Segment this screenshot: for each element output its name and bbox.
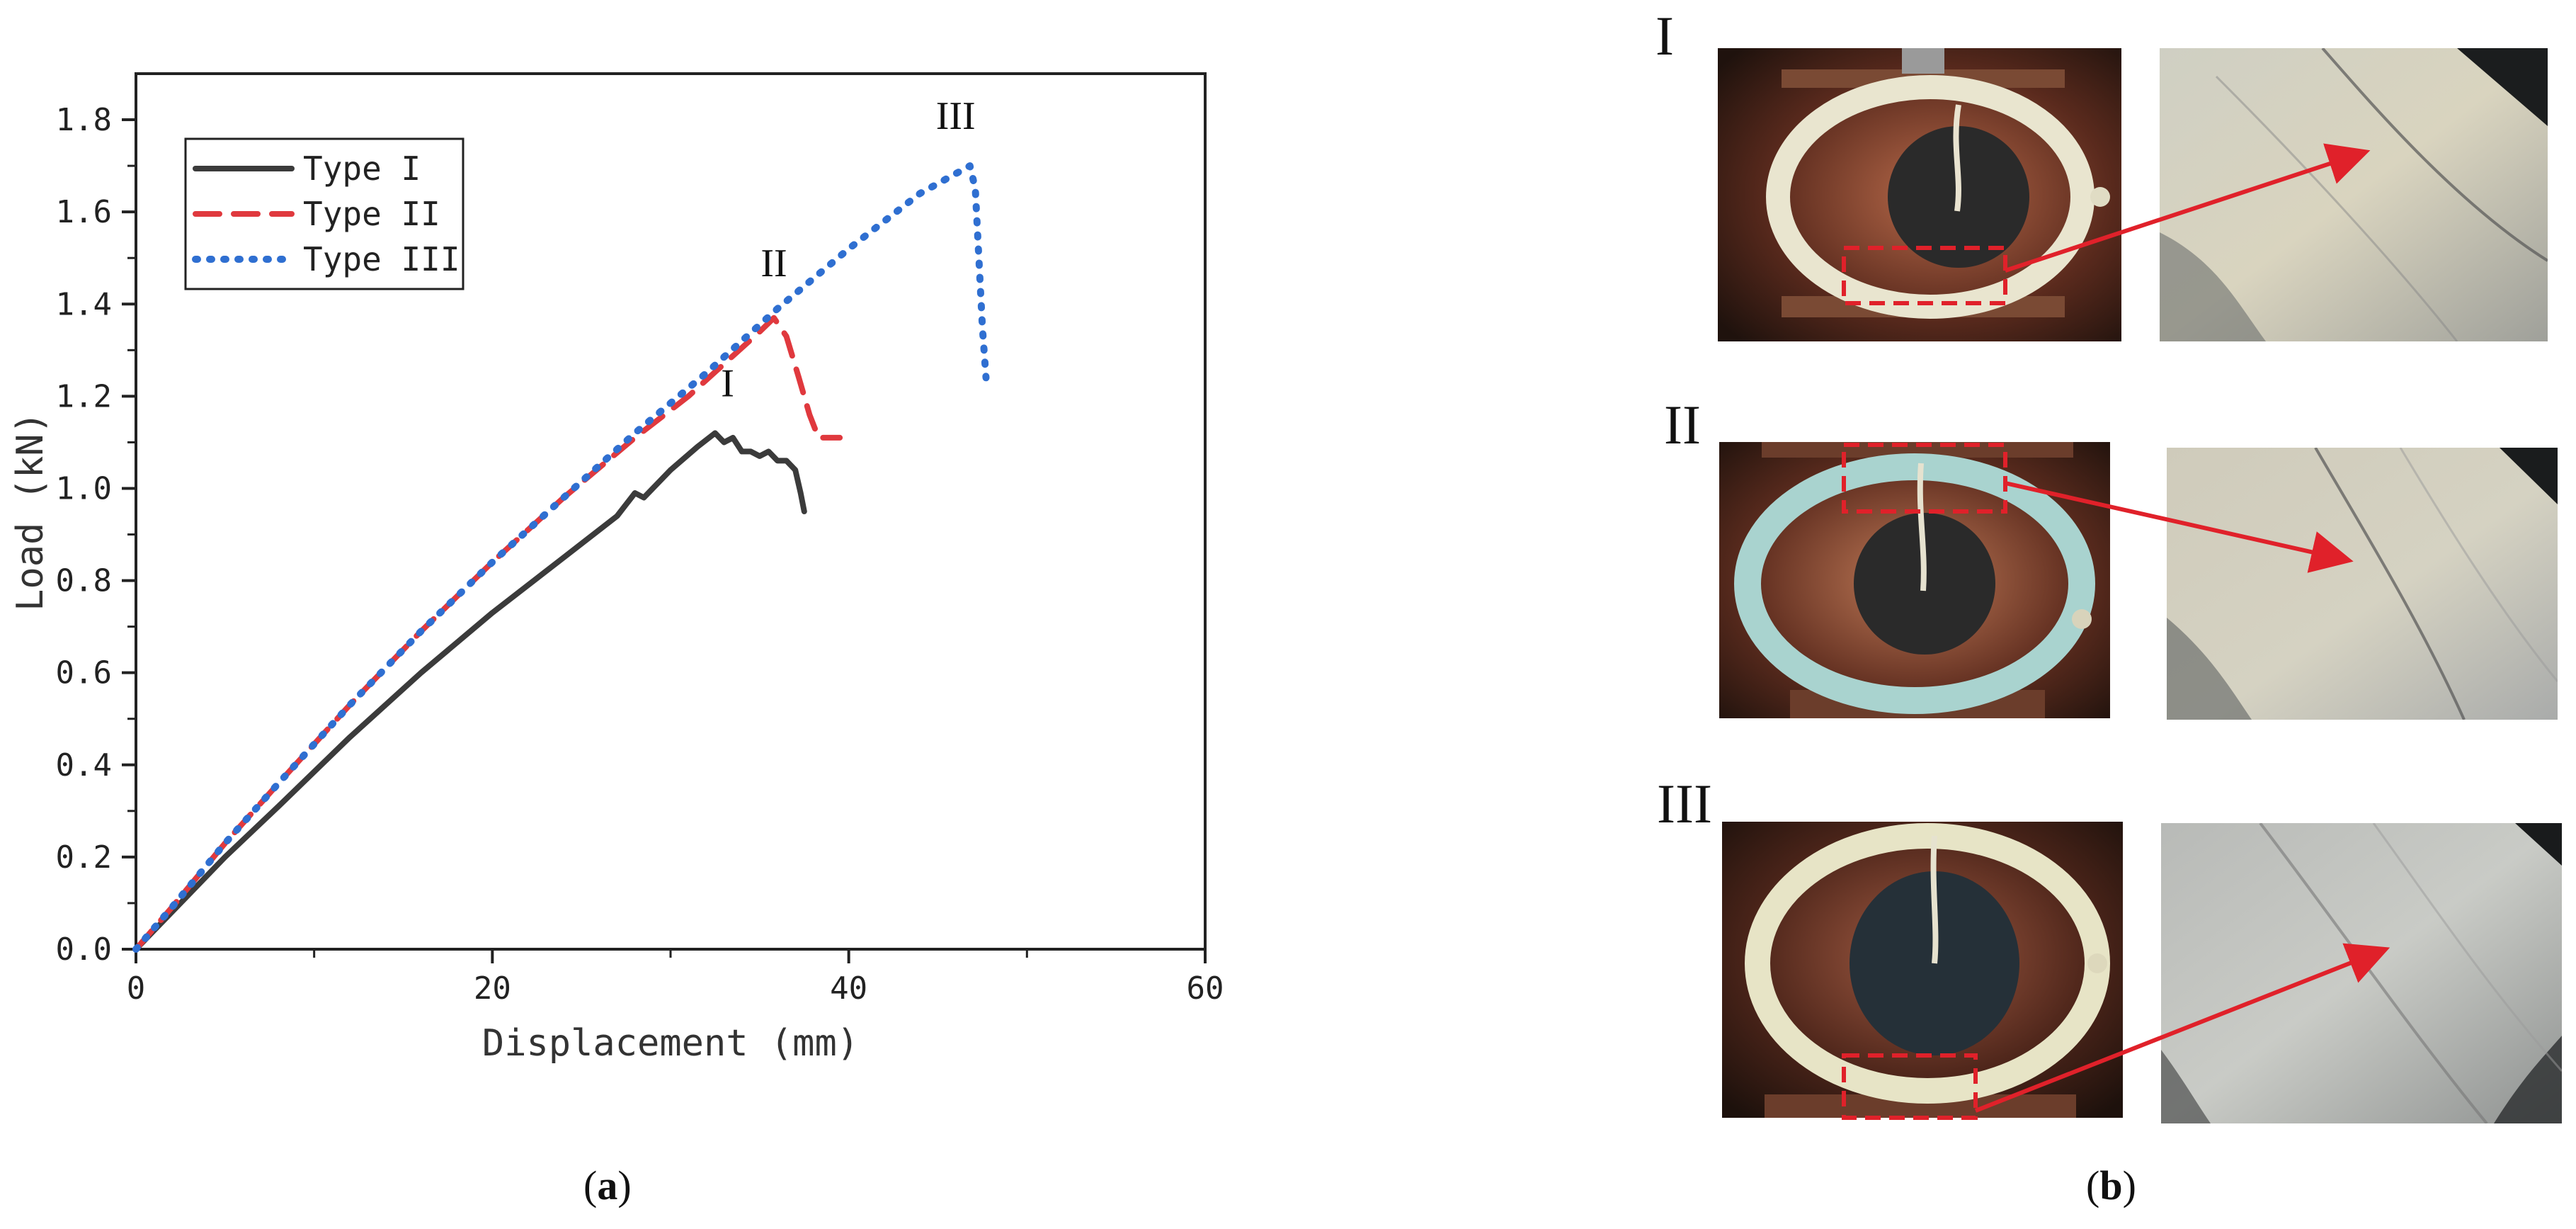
series-line-1 [133, 430, 807, 952]
y-tick-label: 0.0 [56, 931, 112, 968]
microscope-photo-type-i [2160, 48, 2548, 341]
y-tick-label: 1.8 [56, 102, 112, 138]
y-tick-label: 1.0 [56, 470, 112, 506]
y-tick-label: 1.2 [56, 378, 112, 414]
crack-highlight-box-type-i [1842, 246, 2007, 305]
legend-entry-1: Type I [303, 149, 421, 188]
y-tick-label: 0.4 [56, 747, 112, 783]
x-axis-label: Displacement (mm) [482, 1022, 859, 1065]
arrow-type-i [2005, 143, 2371, 273]
y-tick-label: 0.6 [56, 655, 112, 691]
panel-b-label: (b) [2086, 1162, 2136, 1208]
row-label-ii: II [1664, 394, 1701, 455]
x-tick-label: 20 [474, 970, 511, 1007]
peak-annotation-1: I [721, 361, 734, 405]
specimen-photo-type-iii [1722, 822, 2123, 1118]
crack-highlight-box-type-ii [1842, 443, 2007, 514]
y-tick-label: 0.8 [56, 563, 112, 599]
peak-annotation-2: II [760, 242, 787, 285]
y-tick-label: 1.6 [56, 194, 112, 230]
specimen-photo-type-i [1718, 48, 2121, 341]
y-axis-label: Load (kN) [9, 412, 52, 611]
x-tick-label: 60 [1187, 970, 1224, 1007]
legend-entry-3: Type III [303, 240, 460, 278]
row-label-i: I [1655, 5, 1674, 67]
x-tick-label: 0 [127, 970, 146, 1007]
y-tick-label: 1.4 [56, 286, 112, 322]
microscope-photo-type-ii [2167, 448, 2558, 720]
row-label-iii: III [1657, 773, 1712, 834]
series-line-3 [132, 162, 990, 953]
arrow-type-iii [1974, 943, 2390, 1113]
crack-highlight-box-type-iii [1842, 1053, 1978, 1120]
x-tick-label: 40 [830, 970, 867, 1007]
legend-entry-2: Type II [303, 195, 440, 233]
peak-annotation-3: III [936, 94, 976, 138]
y-tick-label: 0.2 [56, 839, 112, 876]
series-line-2 [133, 315, 843, 952]
panel-a-label: (a) [583, 1162, 632, 1208]
specimen-photo-type-ii [1719, 442, 2110, 718]
arrow-type-ii [2005, 481, 2354, 573]
